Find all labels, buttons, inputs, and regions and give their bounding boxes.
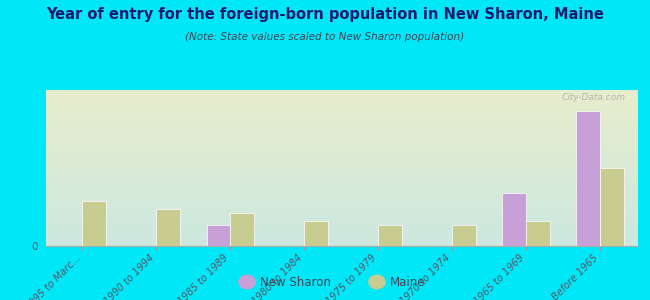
Bar — [452, 226, 476, 246]
Bar — [304, 221, 328, 246]
Bar — [378, 226, 402, 246]
Text: Maine: Maine — [390, 275, 426, 289]
Text: (Note: State values scaled to New Sharon population): (Note: State values scaled to New Sharon… — [185, 32, 465, 41]
Bar — [207, 226, 230, 246]
Bar — [502, 193, 526, 246]
Text: New Sharon: New Sharon — [260, 275, 331, 289]
Text: City-Data.com: City-Data.com — [561, 93, 625, 102]
Bar — [83, 201, 106, 246]
Bar — [526, 221, 550, 246]
Bar — [157, 209, 180, 246]
Text: Year of entry for the foreign-born population in New Sharon, Maine: Year of entry for the foreign-born popul… — [46, 8, 604, 22]
Bar — [230, 213, 254, 246]
Bar — [600, 168, 624, 246]
Bar — [577, 110, 600, 246]
